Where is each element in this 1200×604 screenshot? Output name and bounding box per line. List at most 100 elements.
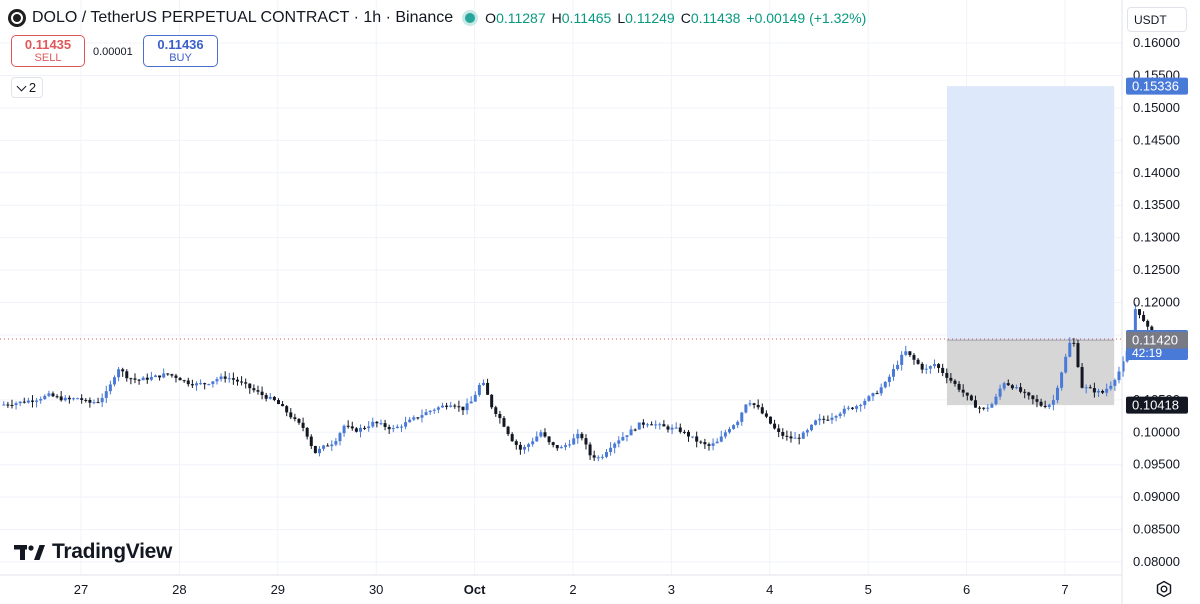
brand-name: TradingView [52, 540, 173, 563]
candle-bear [510, 432, 514, 442]
candle-bull [801, 430, 805, 440]
time-tick-label: 6 [963, 582, 970, 597]
entry-price-tag: 0.11420 [1126, 331, 1188, 349]
candle-bear [543, 428, 547, 438]
candle-bull [715, 438, 719, 444]
candle-bull [358, 424, 362, 438]
spread-value: 0.00001 [93, 46, 133, 58]
candle-bear [973, 395, 977, 408]
gear-icon[interactable] [1155, 580, 1173, 598]
candle-bull [35, 397, 39, 408]
candle-bear [1137, 309, 1141, 319]
candle-bear [88, 397, 92, 408]
change-value: +0.00149 (+1.32%) [746, 10, 867, 26]
candle-bull [535, 431, 539, 442]
candle-bull [63, 395, 67, 402]
candle-bull [924, 364, 928, 374]
low-value: 0.11249 [625, 10, 675, 26]
candle-bull [1105, 383, 1109, 397]
candle-bull [162, 368, 166, 379]
candle-bull [522, 444, 526, 454]
candle-bear [6, 401, 10, 408]
candle-bull [600, 454, 604, 460]
candle-bear [592, 450, 596, 461]
candle-bear [957, 381, 961, 393]
buy-button[interactable]: 0.11436 BUY [143, 35, 218, 67]
candle-bear [941, 363, 945, 377]
candle-bull [100, 393, 104, 408]
candle-bear [764, 410, 768, 419]
candle-bull [412, 415, 416, 422]
legend-toggle-button[interactable]: 2 [11, 77, 43, 98]
candle-bear [121, 367, 125, 377]
open-label: O [485, 10, 497, 26]
price-axis[interactable]: 0.160000.155000.150000.145000.140000.135… [1121, 0, 1180, 604]
long-position-tool[interactable] [946, 86, 1115, 406]
price-tick-label: 0.15000 [1133, 100, 1180, 115]
candle-bear [301, 417, 305, 432]
candle-bear [1031, 395, 1035, 405]
candle-bull [391, 424, 395, 433]
candle-bear [945, 368, 949, 384]
candle-bear [1146, 319, 1150, 332]
candle-bull [1109, 381, 1113, 391]
candle-bull [814, 419, 818, 426]
candle-bear [502, 416, 506, 428]
sell-label: SELL [34, 52, 62, 64]
candle-bear [641, 419, 645, 429]
candle-bull [1051, 394, 1055, 411]
candle-bull [440, 402, 444, 408]
target-zone[interactable] [946, 86, 1115, 341]
stop-zone[interactable] [946, 340, 1115, 406]
candle-bear [789, 431, 793, 443]
candlestick-series [2, 303, 1154, 462]
price-tag-value: 0.15336 [1132, 79, 1179, 94]
candle-bull [654, 420, 658, 429]
ohlc-values: O 0.11287 H 0.11465 L 0.11249 C 0.11438 +0.0… [485, 10, 872, 26]
tradingview-brand[interactable]: TradingView [14, 540, 172, 564]
candle-bull [92, 399, 96, 405]
candle-bull [563, 442, 567, 451]
chevron-down-icon [16, 81, 27, 91]
candle-bull [1064, 353, 1068, 374]
candle-bull [986, 404, 990, 412]
candle-bear [461, 406, 465, 416]
candle-bear [686, 430, 690, 442]
candle-bull [1014, 384, 1018, 390]
candle-bear [129, 377, 133, 385]
candle-bull [568, 439, 572, 448]
candle-bear [1027, 391, 1031, 400]
candle-bear [305, 426, 309, 440]
symbol-title[interactable]: DOLO / TetherUS PERPETUAL CONTRACT · 1h … [32, 9, 454, 26]
price-tag-value: 0.11420 [1132, 333, 1178, 348]
candle-bear [375, 421, 379, 428]
candle-bear [912, 353, 916, 365]
candle-bear [186, 377, 190, 387]
price-tick-label: 0.14000 [1133, 165, 1180, 180]
price-tick-label: 0.08500 [1133, 522, 1180, 537]
candle-bear [80, 394, 84, 404]
time-axis[interactable]: 27 28 29 30 Oct 2 3 4 5 6 7 [0, 574, 1122, 597]
candle-bull [342, 424, 346, 437]
candle-bull [711, 438, 715, 451]
time-tick-label: 4 [766, 582, 773, 597]
candle-bear [1101, 389, 1105, 394]
candle-bear [1076, 339, 1080, 368]
candle-bull [596, 455, 600, 462]
candle-bull [420, 409, 424, 423]
candle-bull [645, 422, 649, 428]
candle-bull [199, 379, 203, 385]
candle-bull [846, 405, 850, 411]
candle-bear [768, 416, 772, 425]
candle-bear [490, 394, 494, 410]
candle-bear [22, 397, 26, 404]
candle-bull [629, 425, 633, 436]
candle-bear [297, 417, 301, 425]
sell-button[interactable]: 0.11435 SELL [11, 35, 85, 67]
price-tick-label: 0.16000 [1133, 35, 1180, 50]
time-tick-label: Oct [464, 582, 486, 597]
candle-bull [576, 429, 580, 444]
currency-selector[interactable]: USDT [1127, 7, 1187, 32]
buy-price: 0.11436 [157, 37, 204, 52]
